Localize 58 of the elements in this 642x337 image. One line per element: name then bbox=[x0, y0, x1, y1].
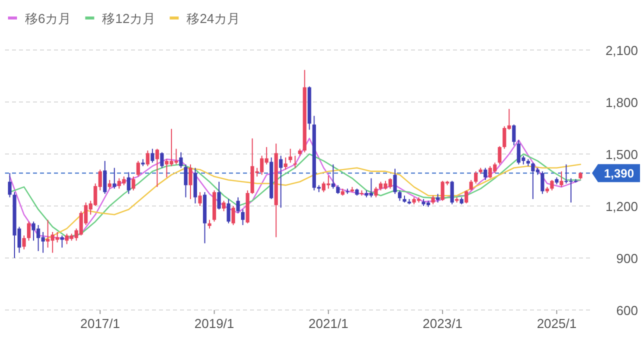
x-tick-label: 2021/1 bbox=[308, 316, 348, 331]
candlestick bbox=[155, 148, 159, 188]
legend-label: 移12カ月 bbox=[102, 11, 156, 26]
candlestick bbox=[293, 155, 297, 168]
candlestick bbox=[540, 170, 544, 194]
candlestick bbox=[226, 198, 230, 224]
y-tick-label: 1,800 bbox=[605, 95, 638, 110]
y-tick-label: 1,500 bbox=[605, 147, 638, 162]
candlestick bbox=[484, 167, 488, 180]
x-tick-label: 2023/1 bbox=[422, 316, 462, 331]
candlestick bbox=[560, 170, 564, 188]
candlestick bbox=[217, 181, 221, 210]
x-tick-label: 2025/1 bbox=[536, 316, 577, 331]
candlestick bbox=[8, 172, 12, 198]
ref-line-label: 1,390 bbox=[604, 166, 634, 181]
line-series bbox=[42, 164, 582, 242]
candlestick bbox=[103, 160, 107, 194]
line-series bbox=[9, 138, 582, 240]
candlestick bbox=[132, 176, 136, 191]
legend-label: 移24カ月 bbox=[186, 11, 240, 26]
y-tick-label: 900 bbox=[616, 251, 638, 266]
candlestick bbox=[231, 206, 236, 226]
candlestick bbox=[474, 170, 478, 184]
candlestick bbox=[184, 164, 188, 198]
candlestick bbox=[550, 180, 554, 191]
y-tick-label: 2,100 bbox=[605, 43, 638, 58]
candlestick bbox=[179, 152, 183, 168]
candlestick bbox=[146, 150, 150, 167]
x-tick-label: 2019/1 bbox=[194, 316, 234, 331]
candlestick bbox=[160, 152, 164, 168]
x-tick-label: 2017/1 bbox=[80, 316, 120, 331]
candlestick bbox=[331, 164, 335, 190]
candlestick bbox=[512, 124, 516, 146]
candlestick bbox=[241, 208, 245, 226]
candlestick bbox=[498, 146, 502, 165]
y-tick-label: 600 bbox=[616, 303, 638, 318]
candlestick bbox=[284, 156, 288, 170]
candlestick bbox=[112, 167, 116, 190]
y-tick-label: 1,200 bbox=[605, 199, 638, 214]
candlestick bbox=[198, 192, 202, 206]
candlestick bbox=[26, 221, 31, 242]
candlestick bbox=[60, 234, 64, 248]
candlestick bbox=[279, 155, 283, 208]
candlestick bbox=[469, 180, 473, 191]
candlestick bbox=[450, 180, 454, 205]
candlestick bbox=[374, 186, 378, 198]
candlestick bbox=[136, 160, 140, 178]
legend-label: 移6カ月 bbox=[25, 11, 72, 26]
candlestick bbox=[22, 234, 26, 250]
candlestick bbox=[236, 196, 240, 214]
candlestick bbox=[150, 148, 154, 164]
candlestick bbox=[464, 190, 468, 204]
candlestick bbox=[398, 190, 402, 202]
candlestick bbox=[126, 172, 130, 194]
candlestick bbox=[288, 148, 292, 164]
candlestick bbox=[393, 168, 397, 194]
candlestick bbox=[222, 200, 226, 212]
candlestick bbox=[188, 164, 192, 200]
